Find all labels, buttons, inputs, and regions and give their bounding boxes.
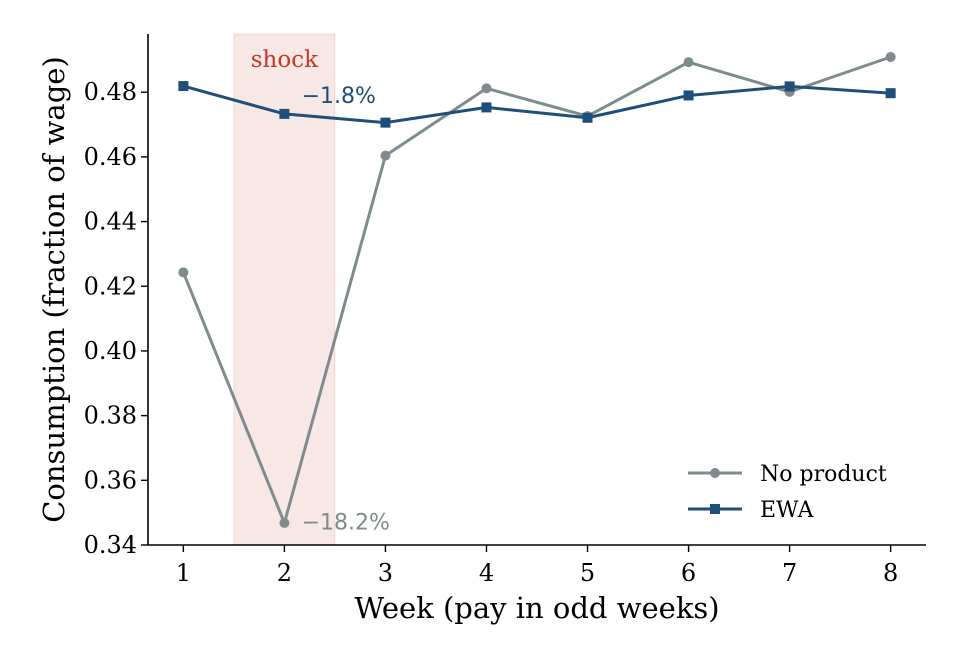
y-tick-label: 0.44 bbox=[84, 208, 137, 236]
legend-marker-ewa bbox=[710, 504, 720, 514]
data-point-ewa bbox=[279, 108, 290, 119]
data-point-no-product bbox=[279, 518, 290, 529]
data-point-ewa bbox=[885, 88, 896, 99]
data-point-ewa bbox=[380, 117, 391, 128]
data-point-no-product bbox=[178, 267, 189, 278]
data-point-no-product bbox=[380, 150, 391, 161]
y-tick-label: 0.48 bbox=[84, 78, 137, 106]
annotation-label: −18.2% bbox=[302, 510, 390, 535]
y-tick-label: 0.42 bbox=[84, 272, 137, 300]
data-point-ewa bbox=[178, 81, 189, 92]
data-point-ewa bbox=[683, 90, 694, 101]
y-tick-label: 0.34 bbox=[84, 531, 137, 559]
shock-region bbox=[233, 33, 336, 546]
data-point-no-product bbox=[481, 83, 492, 94]
shock-label: shock bbox=[251, 47, 319, 73]
x-tick-label: 8 bbox=[883, 559, 898, 587]
data-point-ewa bbox=[582, 112, 593, 123]
annotation-label: −1.8% bbox=[302, 84, 376, 109]
x-tick-label: 3 bbox=[378, 559, 393, 587]
x-tick-label: 6 bbox=[681, 559, 696, 587]
legend-marker-no-product bbox=[710, 468, 720, 478]
x-tick-label: 1 bbox=[176, 559, 191, 587]
data-point-no-product bbox=[885, 51, 896, 62]
y-tick-label: 0.38 bbox=[84, 402, 137, 430]
x-tick-label: 5 bbox=[580, 559, 595, 587]
data-point-ewa bbox=[481, 102, 492, 113]
x-tick-label: 4 bbox=[479, 559, 494, 587]
data-point-no-product bbox=[683, 57, 694, 68]
data-point-ewa bbox=[784, 81, 795, 92]
y-axis-title: Consumption (fraction of wage) bbox=[37, 56, 71, 523]
x-axis-title: Week (pay in odd weeks) bbox=[354, 591, 719, 625]
y-tick-label: 0.40 bbox=[84, 337, 137, 365]
x-tick-label: 2 bbox=[277, 559, 292, 587]
y-tick-label: 0.46 bbox=[84, 143, 137, 171]
legend-label-ewa: EWA bbox=[760, 498, 815, 523]
series-line-ewa bbox=[182, 84, 891, 125]
x-tick-label: 7 bbox=[782, 559, 797, 587]
legend-label-no-product: No product bbox=[760, 462, 887, 487]
y-tick-label: 0.36 bbox=[84, 466, 137, 494]
